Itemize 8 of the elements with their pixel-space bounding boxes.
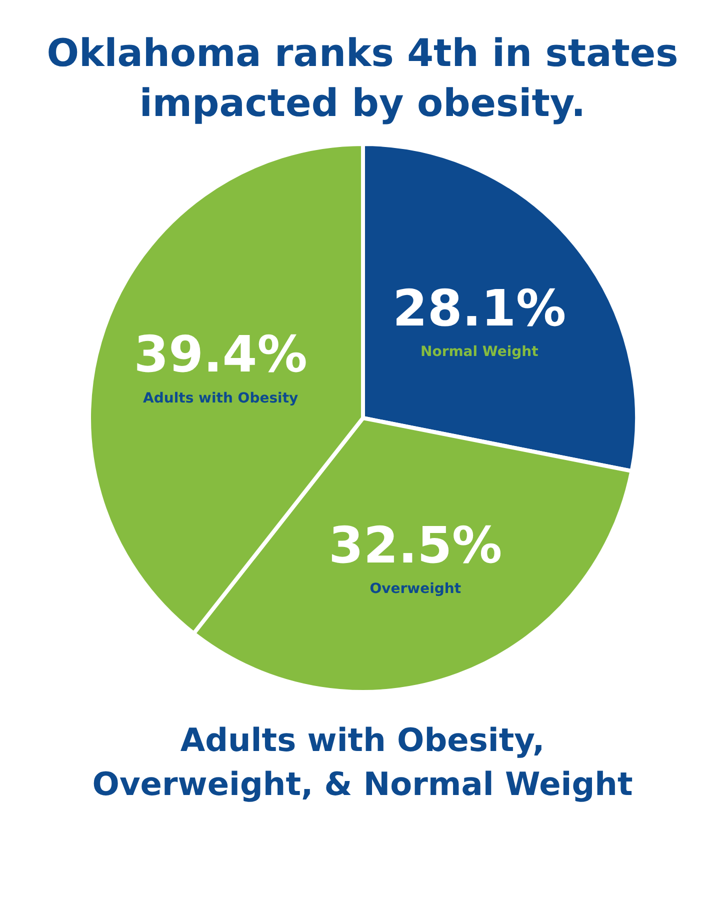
data-label: 28.1% [392, 279, 566, 338]
text: Adults with Obesity, Overweight, & Normal Weight [91, 720, 634, 805]
slice-label: Normal Weight [420, 344, 538, 360]
slice-label: Overweight [369, 580, 461, 597]
data-label: 39.4% [133, 326, 307, 384]
slice-label: Adults with Obesity [142, 390, 298, 406]
chart-title: Oklahoma ranks 4th in states impacted by obesity. [46, 30, 680, 127]
data-label: 32.5% [328, 516, 502, 574]
